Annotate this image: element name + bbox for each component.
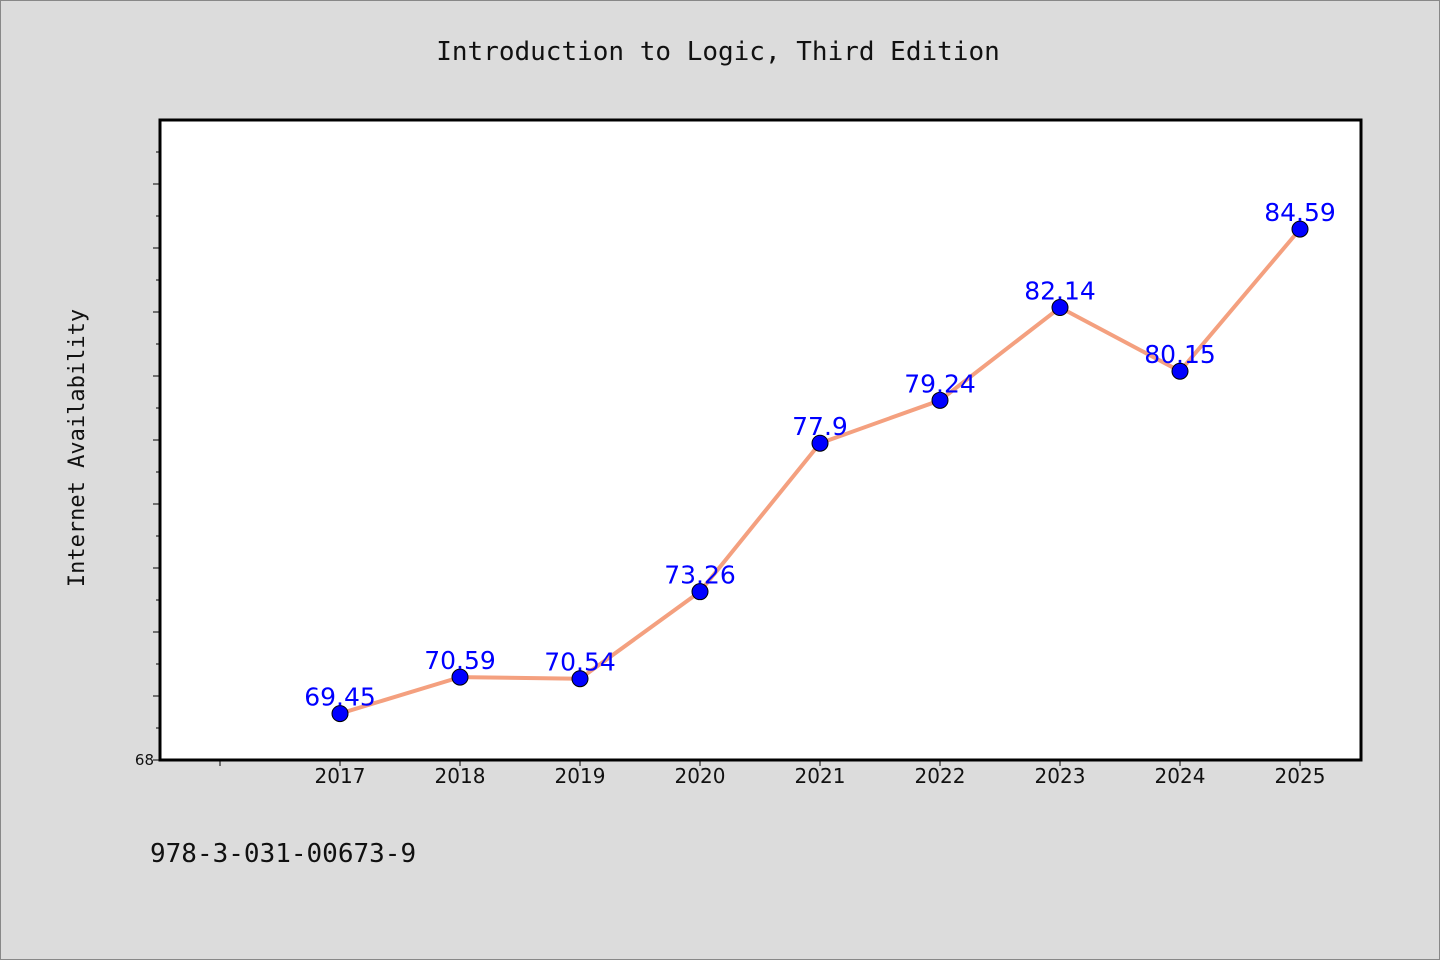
data-label: 77.9: [792, 412, 848, 441]
isbn-footer: 978-3-031-00673-9: [150, 839, 416, 869]
data-label: 79.24: [904, 369, 976, 398]
data-label: 70.54: [544, 648, 616, 677]
y-tick-label: 68: [135, 751, 154, 769]
x-axis-ticks: 2017 2018 2019 2020 2021 2022 2023 2024 2025: [219, 760, 1326, 788]
data-point: [1291, 220, 1309, 238]
x-tick-label: 2018: [435, 764, 486, 788]
data-point: [331, 705, 349, 723]
data-label: 70.59: [424, 646, 496, 675]
data-point: [691, 583, 709, 601]
data-label: 80.15: [1144, 340, 1216, 369]
x-tick-label: 2017: [315, 764, 366, 788]
data-markers: [331, 220, 1309, 723]
chart-title: Introduction to Logic, Third Edition: [436, 37, 1000, 67]
y-axis-label: Internet Availability: [65, 309, 90, 587]
x-tick-label: 2022: [915, 764, 966, 788]
data-point: [1051, 299, 1069, 317]
data-point: [571, 670, 589, 688]
x-tick-label: 2024: [1155, 764, 1206, 788]
y-axis-ticks: 68: [135, 151, 160, 769]
data-label: 82.14: [1024, 277, 1096, 306]
x-tick-label: 2023: [1035, 764, 1086, 788]
x-tick-label: 2025: [1275, 764, 1326, 788]
data-label: 84.59: [1264, 198, 1336, 227]
data-point: [451, 668, 469, 686]
data-labels: 69.45 70.59 70.54 73.26 77.9 79.24 82.14 80.15 8…: [304, 198, 1336, 711]
data-label: 69.45: [304, 683, 376, 712]
data-point: [811, 434, 829, 452]
data-point: [931, 391, 949, 409]
plot-area: [158, 118, 1363, 762]
data-label: 73.26: [664, 561, 736, 590]
data-point: [1171, 362, 1189, 380]
x-tick-label: 2021: [795, 764, 846, 788]
x-tick-label: 2020: [675, 764, 726, 788]
x-tick-label: 2019: [555, 764, 606, 788]
